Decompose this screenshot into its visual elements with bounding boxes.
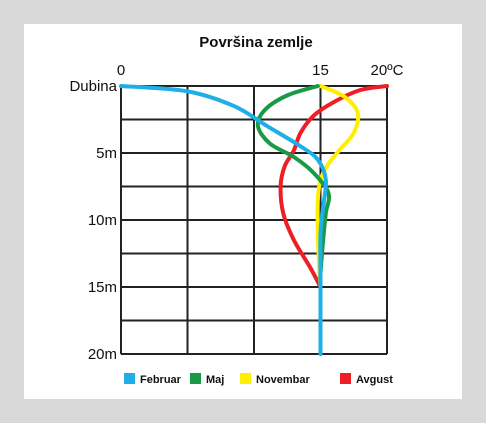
legend-label: Avgust <box>356 374 393 386</box>
legend-swatch <box>124 373 135 384</box>
legend-swatch <box>190 373 201 384</box>
y-tick-label: 10m <box>88 212 117 229</box>
legend-item-maj: Maj <box>190 373 224 386</box>
chart-title: Površina zemlje <box>199 34 312 51</box>
series-line-avgust <box>278 84 389 289</box>
y-tick-label: 20m <box>88 346 117 363</box>
grid <box>120 85 388 355</box>
x-tick-label: 20ºC <box>371 62 404 79</box>
x-tick-label: 0 <box>117 62 125 79</box>
legend-swatch <box>340 373 351 384</box>
x-tick-label: 15 <box>312 62 329 79</box>
y-tick-label: 5m <box>96 145 117 162</box>
chart-frame: Površina zemlje 0 15 20ºC Dubina 5m 10m 15m 20… <box>24 24 462 399</box>
series-line-maj <box>255 84 332 289</box>
legend-item-avgust: Avgust <box>340 373 393 386</box>
y-tick-label: Dubina <box>69 78 117 95</box>
series-lines <box>119 84 389 356</box>
legend-label: Novembar <box>256 374 311 386</box>
chart: Površina zemlje 0 15 20ºC Dubina 5m 10m 15m 20… <box>69 34 404 386</box>
y-tick-label: 15m <box>88 279 117 296</box>
legend-item-februar: Februar <box>124 373 182 386</box>
legend-label: Februar <box>140 374 182 386</box>
legend-item-novembar: Novembar <box>240 373 311 386</box>
series-line-februar <box>119 84 328 356</box>
y-tick-labels: Dubina 5m 10m 15m 20m <box>69 78 117 363</box>
legend: Februar Maj Novembar Avgust <box>124 373 393 386</box>
legend-label: Maj <box>206 374 224 386</box>
legend-swatch <box>240 373 251 384</box>
series-line-novembar <box>315 84 361 289</box>
x-tick-labels: 0 15 20ºC <box>117 62 404 79</box>
